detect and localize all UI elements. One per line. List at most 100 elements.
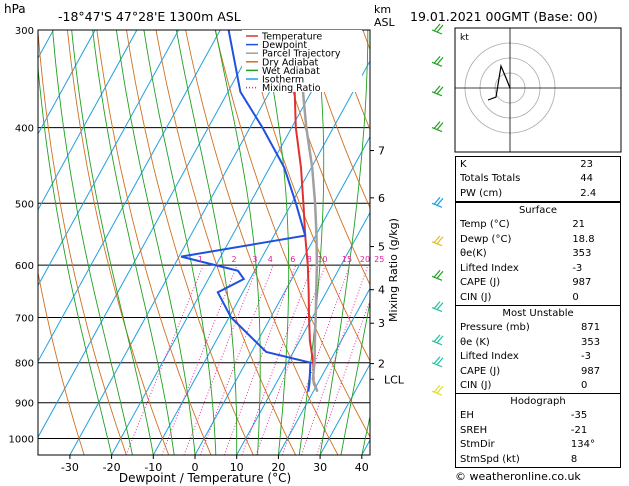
isotherm-line [277, 287, 370, 455]
table-row: StmDir 134° [456, 438, 621, 453]
wet-adiabat-line [215, 30, 261, 455]
mixing-ratio-label: 10 [317, 255, 327, 264]
mixing-ratio-label: 1 [198, 255, 203, 264]
row-label: θe (K) [460, 336, 490, 348]
mixing-ratio-label: 15 [342, 255, 352, 264]
temperature-tick-label: -10 [144, 461, 162, 474]
dry-adiabat-line [96, 30, 212, 455]
asl-label: ASL [374, 16, 396, 29]
row-value: 353 [581, 336, 601, 348]
wet-adiabat-line [71, 30, 154, 455]
wind-barb [436, 86, 444, 95]
isotherm-line [194, 135, 370, 455]
legend-background [242, 30, 362, 92]
mixing-ratio-label: 20 [360, 255, 370, 264]
wind-barb [436, 197, 444, 206]
dry-adiabat-line [244, 30, 370, 362]
row-label: CIN (J) [460, 291, 492, 303]
km-tick-label: 6 [378, 192, 385, 205]
isotherm-line [38, 30, 263, 439]
km-tick-label: 4 [378, 284, 385, 297]
dry-adiabat-line [38, 30, 127, 455]
wind-barb [433, 356, 441, 365]
row-label: PW (cm) [460, 187, 503, 199]
isotherm-line [38, 30, 96, 135]
row-label: StmSpd (kt) [460, 453, 520, 465]
legend-label: Parcel Trajectory [262, 49, 341, 60]
chart-axes: 1 2 3 4 6 8 10 15 20 253004005006007008009001000-… [9, 26, 405, 474]
table-row: K 23 [456, 157, 621, 172]
legend-label: Wet Adiabat [262, 66, 320, 77]
wind-barb [436, 335, 444, 344]
most-unstable-title: Most Unstable [502, 307, 574, 319]
wind-barb [433, 269, 441, 278]
row-value: 18.8 [572, 233, 595, 245]
mixing-ratio-label: 25 [374, 255, 384, 264]
legend-label: Isotherm [262, 75, 304, 86]
dry-adiabat-line [38, 270, 85, 455]
dry-adiabat-line [126, 30, 254, 455]
location-title: -18°47'S 47°28'E 1300m ASL [58, 9, 241, 24]
table-row: Dewp (°C) 18.8 [456, 232, 621, 247]
table-row: CIN (J) 0 [456, 379, 621, 394]
wet-adiabat-line [319, 30, 369, 455]
table-row: Totals Totals 44 [456, 172, 621, 187]
wind-barb [433, 23, 441, 32]
dry-adiabat-line [303, 30, 370, 209]
mixing-ratio-label: 4 [268, 255, 273, 264]
sounding-curves [180, 30, 319, 393]
wind-barb [433, 384, 441, 393]
table-row: CAPE (J) 987 [456, 276, 621, 291]
wind-barb [433, 301, 441, 310]
mixing-ratio-line [161, 265, 238, 455]
temperature-tick-label: 0 [192, 461, 199, 474]
wind-barb [436, 56, 444, 65]
temperature-tick-label: -20 [103, 461, 121, 474]
table-row: SREH -21 [456, 423, 621, 438]
hpa-label: hPa [4, 2, 26, 16]
row-label: K [460, 158, 467, 170]
row-label: Temp (°C) [460, 219, 510, 231]
row-value: 134° [570, 439, 595, 451]
hodograph-panel: kt [454, 27, 622, 153]
datetime-title: 19.01.2021 00GMT (Base: 00) [410, 9, 598, 24]
row-value: -3 [572, 262, 583, 274]
wind-barb [433, 196, 441, 205]
table-row: Lifted Index -3 [456, 350, 621, 365]
temperature-tick-label: 10 [230, 461, 244, 474]
table-row: PW (cm) 2.4 [456, 186, 621, 201]
mixing-ratio-line [199, 265, 274, 455]
isotherm-line [38, 30, 138, 211]
surface-table: Surface Temp (°C) 21 Dewp (°C) 18.8 θe(K) 353… [455, 202, 621, 306]
isotherm-line [0, 30, 12, 455]
row-label: Pressure (mb) [460, 322, 530, 334]
wet-adiabat-line [340, 299, 370, 455]
surface-title: Surface [518, 204, 558, 216]
temperature-tick-label: 20 [271, 461, 285, 474]
wind-barb [433, 235, 441, 244]
table-row: Pressure (mb) 871 [456, 321, 621, 336]
temperature-tick-label: -30 [61, 461, 79, 474]
table-row: θe (K) 353 [456, 335, 621, 350]
row-label: CIN (J) [460, 380, 492, 392]
row-label: θe(K) [460, 248, 487, 260]
wind-barb [433, 334, 441, 343]
row-value: -35 [570, 410, 588, 422]
row-value: 8 [570, 453, 578, 465]
row-value: 0 [581, 380, 588, 392]
footer-credit: © weatheronline.co.uk [455, 470, 581, 483]
km-tick-label: LCL [384, 373, 405, 386]
row-value: 0 [572, 291, 579, 303]
legend-label: Dewpoint [262, 40, 307, 51]
wet-adiabat-line [175, 30, 238, 455]
hodograph-kt-label: kt [460, 33, 469, 43]
km-tick-label: 7 [378, 145, 385, 158]
parcel-trajectory-curve [301, 62, 319, 393]
temperature-tick-label: 40 [355, 461, 369, 474]
isotherm-line [236, 211, 370, 455]
row-label: EH [460, 410, 474, 422]
table-row: EH -35 [456, 409, 621, 424]
pressure-tick-label: 600 [15, 261, 34, 272]
